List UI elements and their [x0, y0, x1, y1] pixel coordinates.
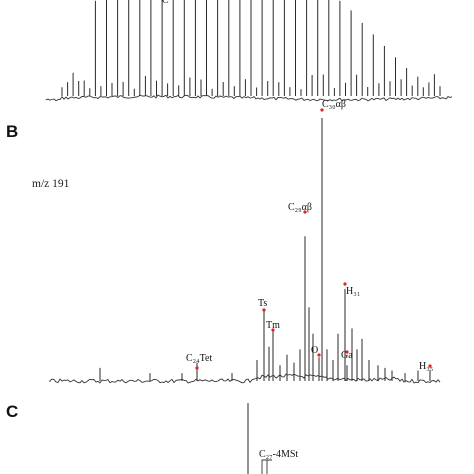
peak-label-h31: H₃₁ [346, 286, 360, 297]
marker-ga [345, 350, 349, 354]
marker-c30ab [320, 108, 324, 112]
panel-c-label-bracket [261, 459, 272, 474]
panel-c-peak-label: C₂₇-4MSt [259, 449, 298, 460]
panel-b-baseline-trace [49, 373, 441, 384]
panel-a-peak-label-fragment: C [162, 0, 169, 6]
marker-o [317, 353, 321, 357]
peak-label-ts: Ts [258, 298, 267, 309]
marker-c29ab [303, 210, 307, 214]
marker-h35 [428, 364, 432, 368]
peak-label-c24tet: C₂₄Tet [186, 353, 212, 364]
peak-label-c29ab: C₂₉αβ [288, 202, 312, 213]
marker-tm [271, 328, 275, 332]
peak-label-ga: Ga [341, 350, 353, 361]
peak-label-h35: H₃₅ [419, 361, 433, 372]
peak-label-c30ab: C₃₀αβ [322, 99, 346, 110]
panel-a-peaks [61, 0, 441, 96]
marker-ts [262, 308, 266, 312]
panel-a-baseline-trace [45, 94, 453, 102]
panel-c: C C₂₇-4MSt [6, 402, 298, 474]
panel-b: B m/z 191 C₃₀αβ C₂₉αβ Ts Tm C₂₄Tet H₃₁ O… [6, 99, 441, 384]
panel-a: C [45, 0, 453, 102]
panel-b-peak-markers [195, 108, 432, 370]
peak-label-o: O [311, 345, 318, 356]
panel-c-label: C [6, 402, 18, 421]
marker-c24tet [195, 366, 199, 370]
panel-b-ion-label: m/z 191 [32, 178, 70, 190]
panel-b-label: B [6, 122, 18, 141]
peak-label-tm: Tm [266, 320, 280, 331]
marker-h31 [343, 282, 347, 286]
panel-b-peaks [99, 118, 431, 381]
